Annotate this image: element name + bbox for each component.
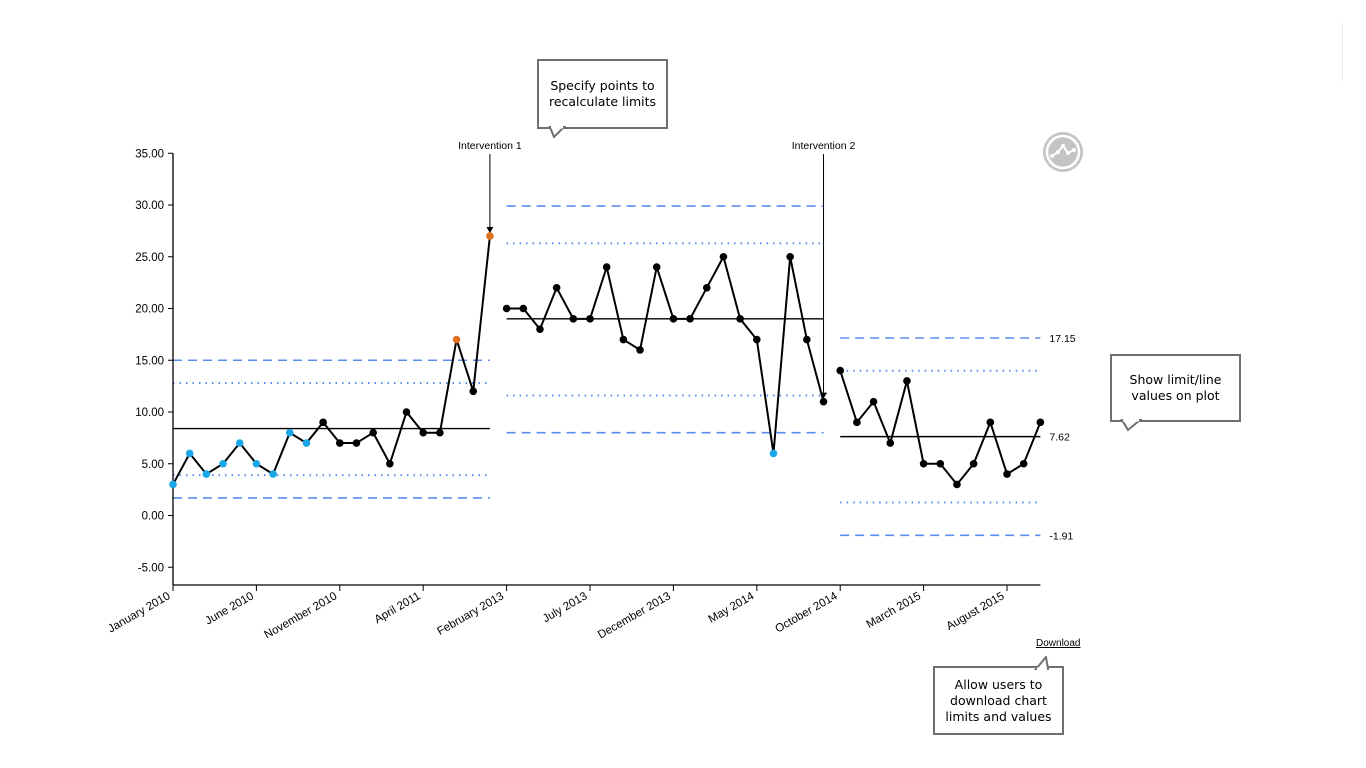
x-tick-label: November 2010 bbox=[262, 590, 339, 641]
callout-recalculate-limits: Specify points to recalculate limits bbox=[537, 59, 668, 129]
data-point bbox=[652, 263, 661, 271]
data-point bbox=[903, 377, 911, 385]
chart-settings-icon[interactable] bbox=[1043, 132, 1083, 172]
data-point bbox=[436, 428, 444, 437]
data-point bbox=[319, 418, 327, 427]
data-point bbox=[452, 335, 461, 344]
right-edge-divider bbox=[1342, 22, 1343, 82]
axes-layer: 35.00 30.00 25.00 20.00 15.00 10.00 5.00 0.00 -5… bbox=[106, 148, 1041, 642]
y-tick-label: 35.00 bbox=[135, 148, 164, 160]
data-point bbox=[269, 470, 277, 478]
intervention-arrowhead bbox=[820, 392, 828, 399]
data-point bbox=[402, 408, 411, 416]
data-point bbox=[736, 315, 744, 323]
data-point bbox=[819, 397, 828, 406]
callout-download-info: Allow users to download chart limits and… bbox=[933, 666, 1064, 735]
y-tick-label: 20.00 bbox=[135, 304, 164, 316]
data-point bbox=[169, 480, 177, 489]
data-point bbox=[886, 439, 895, 447]
download-link[interactable]: Download bbox=[1036, 638, 1081, 649]
data-point bbox=[285, 428, 294, 437]
data-point bbox=[869, 397, 878, 406]
data-point bbox=[369, 428, 377, 437]
data-point bbox=[669, 315, 678, 323]
data-point bbox=[486, 232, 494, 240]
data-point bbox=[953, 480, 961, 489]
x-tick-label: July 2013 bbox=[541, 590, 590, 625]
data-point bbox=[1003, 470, 1011, 478]
data-point bbox=[386, 459, 394, 468]
data-point bbox=[986, 418, 995, 427]
x-tick-label: June 2010 bbox=[203, 590, 256, 627]
data-point bbox=[336, 439, 344, 447]
data-point bbox=[552, 284, 561, 292]
data-point bbox=[619, 335, 628, 344]
intervention-label: Intervention 2 bbox=[792, 140, 856, 152]
data-point bbox=[719, 252, 728, 261]
series-line bbox=[506, 254, 825, 454]
data-point bbox=[702, 284, 711, 292]
data-point bbox=[502, 304, 511, 313]
data-point bbox=[686, 315, 694, 323]
x-tick-label: February 2013 bbox=[435, 590, 506, 638]
data-point bbox=[219, 459, 227, 468]
callout-download-text: Allow users to download chart limits and… bbox=[945, 676, 1052, 724]
data-point bbox=[469, 387, 478, 396]
control-limits-layer: 17.15 7.62 -1.91 bbox=[173, 205, 1076, 542]
callout-download-tail bbox=[1033, 656, 1050, 670]
x-tick-label: May 2014 bbox=[707, 590, 757, 626]
y-tick-label: 0.00 bbox=[142, 511, 164, 523]
data-point bbox=[969, 459, 978, 468]
callout-recalculate-text: Specify points to recalculate limits bbox=[548, 78, 657, 109]
data-point bbox=[202, 470, 211, 478]
intervention-label: Intervention 1 bbox=[458, 140, 522, 152]
data-point bbox=[252, 459, 261, 468]
data-point bbox=[853, 418, 861, 427]
ucl-value-label: 17.15 bbox=[1049, 333, 1075, 345]
annotations-layer: Intervention 1 Intervention 2 bbox=[458, 140, 855, 399]
callout-recalculate-tail bbox=[548, 126, 567, 139]
x-tick-label: October 2014 bbox=[773, 590, 840, 636]
x-tick-label: January 2010 bbox=[106, 590, 172, 635]
x-tick-label: August 2015 bbox=[945, 590, 1007, 633]
data-point bbox=[302, 439, 311, 447]
data-point bbox=[786, 252, 794, 261]
data-point bbox=[185, 449, 194, 458]
x-tick-label: April 2011 bbox=[373, 590, 423, 626]
data-point bbox=[836, 366, 844, 375]
data-point bbox=[586, 315, 594, 323]
callout-show-values-tail bbox=[1120, 419, 1143, 432]
data-point bbox=[1019, 459, 1028, 468]
data-point bbox=[536, 325, 544, 334]
data-point bbox=[235, 439, 244, 447]
data-point bbox=[803, 335, 811, 344]
data-point bbox=[569, 315, 578, 323]
data-point bbox=[602, 263, 611, 271]
data-point bbox=[636, 346, 644, 354]
x-tick-label: March 2015 bbox=[865, 590, 924, 631]
y-tick-label: 5.00 bbox=[142, 459, 164, 471]
data-point bbox=[419, 428, 428, 437]
spc-line-glyph-icon bbox=[1045, 134, 1081, 170]
data-point bbox=[519, 304, 528, 313]
data-point bbox=[1036, 418, 1045, 427]
intervention-arrowhead bbox=[486, 227, 494, 234]
data-point bbox=[919, 459, 928, 468]
series-layer bbox=[169, 232, 1045, 489]
callout-show-values: Show limit/line values on plot bbox=[1110, 354, 1241, 422]
y-tick-label: 30.00 bbox=[135, 200, 164, 212]
y-tick-label: 15.00 bbox=[135, 355, 164, 367]
y-tick-label: 10.00 bbox=[135, 407, 164, 419]
y-tick-label: 25.00 bbox=[135, 252, 164, 264]
callout-show-values-text: Show limit/line values on plot bbox=[1129, 372, 1222, 403]
centre-value-label: 7.62 bbox=[1049, 432, 1070, 444]
data-point bbox=[753, 335, 761, 344]
y-tick-label: -5.00 bbox=[138, 562, 164, 574]
lcl-value-label: -1.91 bbox=[1049, 530, 1073, 542]
data-point bbox=[352, 439, 361, 447]
data-point bbox=[769, 449, 778, 458]
x-tick-label: December 2013 bbox=[596, 590, 673, 641]
data-point bbox=[936, 459, 945, 468]
